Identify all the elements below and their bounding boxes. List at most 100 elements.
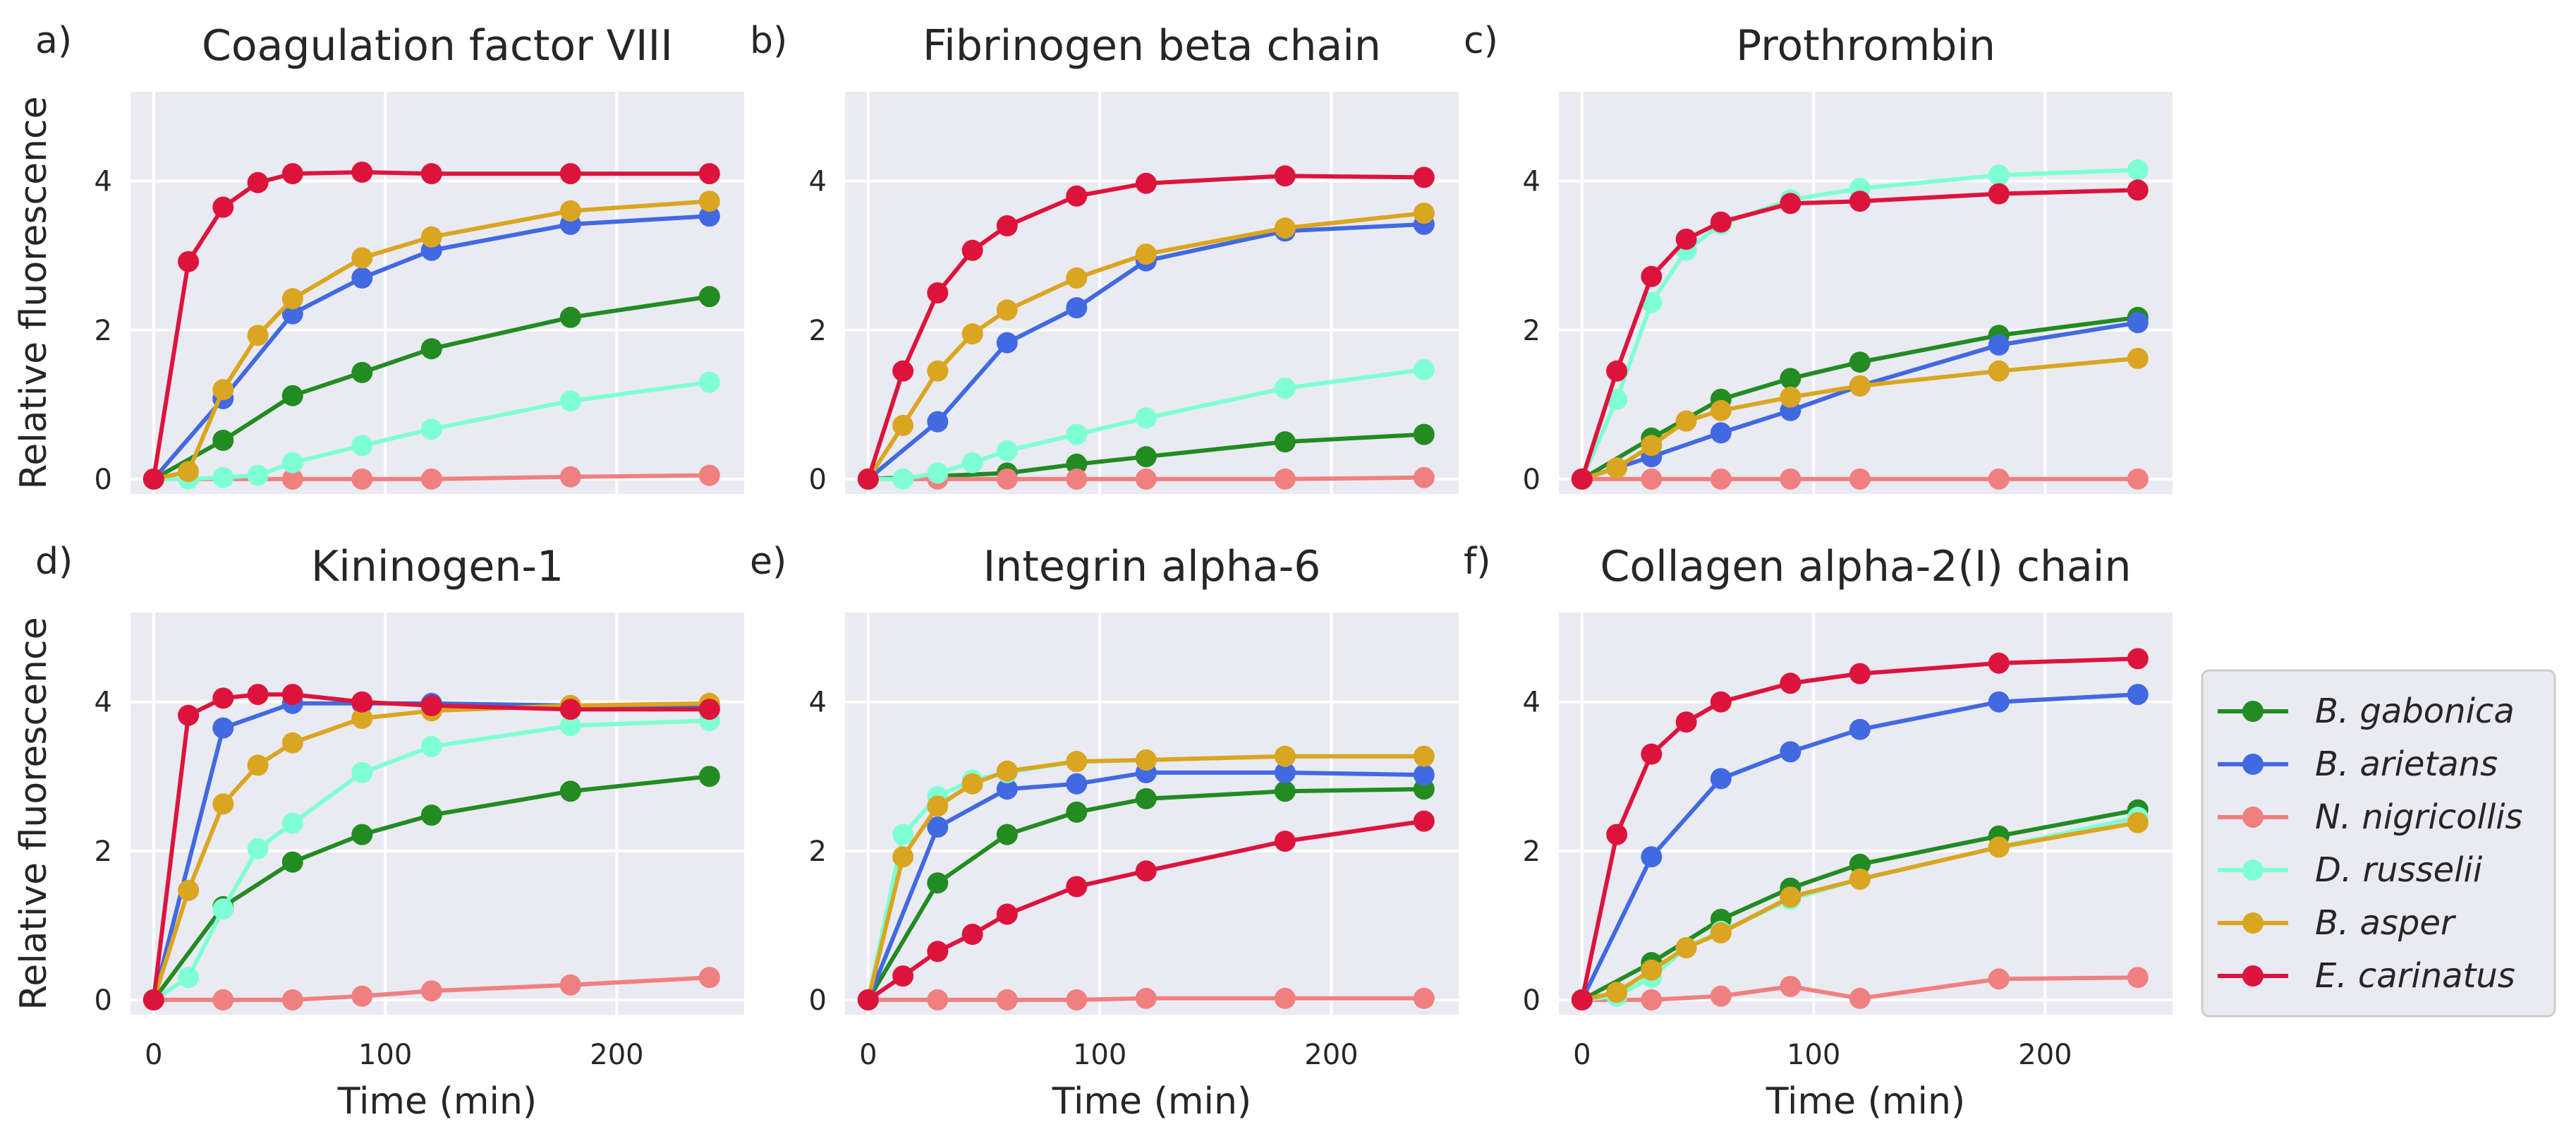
- data-point: [1413, 745, 1435, 767]
- legend-label: E. carinatus: [2315, 956, 2515, 996]
- data-point: [1066, 876, 1088, 898]
- y-tick-label: 2: [809, 315, 827, 347]
- data-point: [1135, 243, 1157, 265]
- data-point: [1710, 985, 1732, 1007]
- y-tick-label: 4: [95, 687, 112, 719]
- y-tick-label: 4: [1523, 166, 1541, 198]
- legend-item-arietans: B. arietans: [2218, 744, 2498, 784]
- data-point: [247, 464, 269, 486]
- data-point: [961, 924, 983, 945]
- data-point: [996, 903, 1018, 925]
- data-point: [351, 435, 373, 457]
- data-point: [420, 736, 442, 757]
- legend-label: D. russelii: [2315, 850, 2483, 890]
- series-carinatus: [142, 684, 720, 1011]
- data-point: [178, 251, 200, 272]
- data-point: [420, 226, 442, 248]
- data-point: [961, 323, 983, 345]
- panel-2: 0 2 4 Fibrinogen beta chain b): [750, 20, 1459, 496]
- data-point: [1413, 764, 1435, 786]
- panel-1: 0 2 4 Coagulation factor VIII a) Relative flu…: [13, 20, 744, 496]
- data-point: [1274, 745, 1296, 767]
- legend-item-russelii: D. russelii: [2218, 850, 2483, 890]
- data-point: [559, 780, 581, 802]
- data-point: [1606, 982, 1628, 1003]
- data-point: [927, 411, 949, 433]
- panel-letter: d): [35, 541, 73, 583]
- data-point: [2127, 347, 2149, 369]
- series-carinatus: [1571, 179, 2149, 490]
- legend-item-nigricollis: N. nigricollis: [2218, 797, 2523, 837]
- y-tick-label: 0: [95, 984, 112, 1017]
- data-point: [1413, 167, 1435, 188]
- legend-label: B. gabonica: [2315, 692, 2515, 731]
- data-point: [1988, 468, 2010, 490]
- data-point: [2127, 312, 2149, 334]
- data-point: [1066, 751, 1088, 773]
- panel-title: Coagulation factor VIII: [202, 21, 673, 71]
- data-point: [1274, 780, 1296, 802]
- data-point: [247, 838, 269, 860]
- data-point: [1606, 457, 1628, 479]
- data-point: [996, 332, 1018, 354]
- legend-marker: [2242, 701, 2264, 722]
- data-point: [1274, 217, 1296, 239]
- data-point: [1274, 987, 1296, 1009]
- y-tick-label: 2: [1523, 315, 1541, 347]
- data-point: [1606, 360, 1628, 382]
- panel-4: 0 2 4 0 100 200 Kininogen-1 d) Time (min) Relativ…: [13, 541, 744, 1123]
- data-point: [1135, 987, 1157, 1009]
- data-point: [927, 282, 949, 303]
- data-point: [559, 390, 581, 412]
- data-point: [961, 452, 983, 474]
- data-point: [1988, 652, 2010, 674]
- data-point: [996, 778, 1018, 800]
- data-point: [892, 414, 914, 436]
- data-point: [247, 684, 269, 706]
- y-tick-label: 4: [95, 166, 112, 198]
- data-point: [698, 191, 720, 212]
- data-point: [559, 974, 581, 996]
- data-point: [1710, 422, 1732, 444]
- x-axis-label: Time (min): [337, 1080, 537, 1123]
- data-point: [1641, 959, 1663, 981]
- data-point: [1780, 468, 1802, 490]
- data-point: [1066, 453, 1088, 475]
- data-point: [212, 196, 234, 218]
- data-point: [1849, 853, 1871, 875]
- data-point: [1988, 183, 2010, 205]
- data-point: [1675, 937, 1697, 958]
- data-point: [559, 306, 581, 328]
- data-point: [212, 898, 234, 920]
- legend-marker: [2242, 912, 2264, 934]
- series-asper: [142, 191, 720, 490]
- data-point: [178, 461, 200, 483]
- data-point: [420, 163, 442, 185]
- data-point: [1988, 691, 2010, 713]
- panel-title: Collagen alpha-2(I) chain: [1600, 542, 2131, 591]
- data-point: [892, 846, 914, 868]
- legend-item-carinatus: E. carinatus: [2218, 956, 2515, 996]
- data-point: [281, 288, 303, 310]
- data-point: [1641, 743, 1663, 765]
- legend-label: B. arietans: [2315, 744, 2498, 784]
- data-point: [698, 967, 720, 989]
- x-tick-label: 0: [145, 1039, 162, 1071]
- data-point: [351, 691, 373, 713]
- data-point: [1274, 431, 1296, 453]
- data-point: [1710, 399, 1732, 421]
- panel-6: 0 2 4 0 100 200 Collagen alpha-2(I) chain f) Tim…: [1464, 541, 2173, 1123]
- data-point: [1135, 172, 1157, 194]
- data-point: [281, 468, 303, 490]
- data-point: [857, 989, 879, 1011]
- data-point: [281, 303, 303, 325]
- panel-letter: e): [750, 541, 786, 583]
- data-point: [142, 468, 164, 490]
- data-point: [420, 694, 442, 716]
- data-point: [1066, 989, 1088, 1011]
- data-point: [351, 707, 373, 729]
- data-point: [2127, 684, 2149, 706]
- data-point: [2127, 468, 2149, 490]
- data-point: [1135, 468, 1157, 490]
- data-point: [281, 989, 303, 1011]
